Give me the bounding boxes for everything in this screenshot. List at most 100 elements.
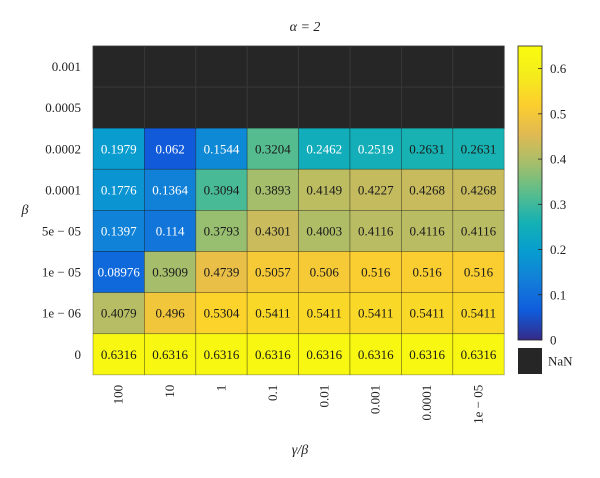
y-tick-label: 0.0005: [45, 100, 81, 115]
cell-value-label: 0.4003: [306, 223, 342, 238]
x-tick-label: 10: [162, 385, 177, 398]
colorbar-tick-label: 0.4: [550, 152, 567, 167]
nan-swatch: [518, 348, 542, 374]
cell-value-label: 0.2462: [306, 141, 342, 156]
cell-value-label: 0.6316: [461, 347, 497, 362]
x-axis-label: γ/β: [292, 443, 308, 458]
x-tick-label: 0.1: [265, 385, 280, 401]
x-tick-label: 0.0001: [419, 385, 434, 421]
cell-value-label: 0.5411: [255, 306, 290, 321]
colorbar-tick-label: 0.2: [550, 242, 566, 257]
cell-value-label: 0.6316: [152, 347, 188, 362]
cell-value-label: 0.6316: [255, 347, 291, 362]
heatmap-cells: [92, 45, 505, 376]
cell-value-label: 0.3793: [204, 223, 240, 238]
y-tick-label: 0.0001: [45, 182, 81, 197]
colorbar-gradient: [517, 45, 543, 341]
heatmap-cell: [400, 251, 454, 293]
heatmap-cell: [246, 168, 299, 211]
cell-value-label: 0.6316: [306, 347, 342, 362]
cell-value-label: 0.5057: [255, 265, 291, 280]
cell-value-label: 0.5411: [358, 306, 393, 321]
heatmap-cell: [452, 168, 505, 211]
cell-value-label: 0.6316: [358, 347, 394, 362]
heatmap-cell: [246, 209, 299, 252]
heatmap-cell: [400, 333, 454, 376]
heatmap-cell: [400, 127, 454, 170]
heatmap-cell: [400, 86, 454, 129]
heatmap-cell: [298, 251, 351, 293]
colorbar: 0 0.1 0.2 0.3 0.4 0.5 0.6 NaN: [517, 45, 573, 374]
y-tick-label: 1e − 05: [42, 265, 81, 280]
heatmap-cell: [349, 168, 402, 211]
y-tick-label: 0.001: [52, 59, 81, 74]
heatmap-cell: [195, 251, 248, 293]
heatmap-cell: [349, 127, 402, 170]
heatmap-cell: [143, 168, 197, 211]
nan-label: NaN: [548, 354, 573, 369]
cell-value-label: 0.6316: [204, 347, 240, 362]
colorbar-tick-label: 0.6: [550, 61, 567, 76]
cell-value-label: 0.08976: [98, 265, 141, 280]
heatmap-cell: [246, 86, 299, 129]
heatmap-cell: [92, 86, 145, 129]
cell-value-label: 0.5411: [461, 306, 496, 321]
heatmap-value-labels: 0.1979 0.062 0.1544 0.3204 0.2462 0.2519 0.263…: [98, 141, 497, 362]
cell-value-label: 0.6316: [101, 347, 137, 362]
heatmap-cell: [143, 333, 197, 376]
heatmap-cell: [400, 292, 454, 335]
heatmap-cell: [195, 333, 248, 376]
colorbar-tick-label: 0: [550, 333, 557, 348]
cell-value-label: 0.4116: [358, 223, 394, 238]
heatmap-cell: [195, 127, 248, 170]
cell-value-label: 0.516: [464, 265, 494, 280]
x-tick-label: 1e − 05: [471, 385, 486, 424]
heatmap-cell: [246, 292, 299, 335]
x-tick-label: 1: [214, 385, 229, 392]
cell-value-label: 0.496: [155, 306, 185, 321]
cell-value-label: 0.3893: [255, 182, 291, 197]
heatmap-cell: [452, 127, 505, 170]
cell-value-label: 0.062: [155, 141, 184, 156]
heatmap-cell: [92, 209, 145, 252]
cell-value-label: 0.114: [156, 223, 185, 238]
cell-value-label: 0.3094: [204, 182, 240, 197]
cell-value-label: 0.3204: [255, 141, 291, 156]
cell-value-label: 0.5304: [204, 306, 240, 321]
heatmap-cell: [349, 333, 402, 376]
cell-value-label: 0.4739: [204, 265, 240, 280]
x-tick-label: 0.01: [316, 385, 331, 408]
heatmap-cell: [298, 45, 351, 88]
cell-value-label: 0.1364: [152, 182, 188, 197]
heatmap-cell: [298, 86, 351, 129]
heatmap-cell: [452, 86, 505, 129]
cell-value-label: 0.4116: [461, 223, 497, 238]
cell-value-label: 0.2631: [461, 141, 497, 156]
heatmap-cell: [452, 45, 505, 88]
cell-value-label: 0.4301: [255, 223, 291, 238]
cell-value-label: 0.516: [361, 265, 391, 280]
heatmap-cell: [195, 209, 248, 252]
chart-title: α = 2: [290, 20, 321, 35]
heatmap-cell: [452, 292, 505, 335]
x-tick-label: 0.001: [368, 385, 383, 414]
cell-value-label: 0.5411: [307, 306, 342, 321]
heatmap-cell: [195, 45, 248, 88]
heatmap-cell: [92, 45, 145, 88]
heatmap-cell: [143, 127, 197, 170]
cell-value-label: 0.3909: [152, 265, 188, 280]
cell-value-label: 0.4227: [358, 182, 394, 197]
cell-value-label: 0.5411: [409, 306, 444, 321]
cell-value-label: 0.4116: [409, 223, 445, 238]
cell-value-label: 0.1776: [101, 182, 137, 197]
heatmap-cell: [246, 251, 299, 293]
heatmap-cell: [143, 45, 197, 88]
cell-value-label: 0.4268: [409, 182, 445, 197]
cell-value-label: 0.4149: [306, 182, 342, 197]
cell-value-label: 0.1979: [101, 141, 137, 156]
cell-value-label: 0.2519: [358, 141, 394, 156]
colorbar-tick-label: 0.3: [550, 197, 566, 212]
heatmap-cell: [298, 333, 351, 376]
